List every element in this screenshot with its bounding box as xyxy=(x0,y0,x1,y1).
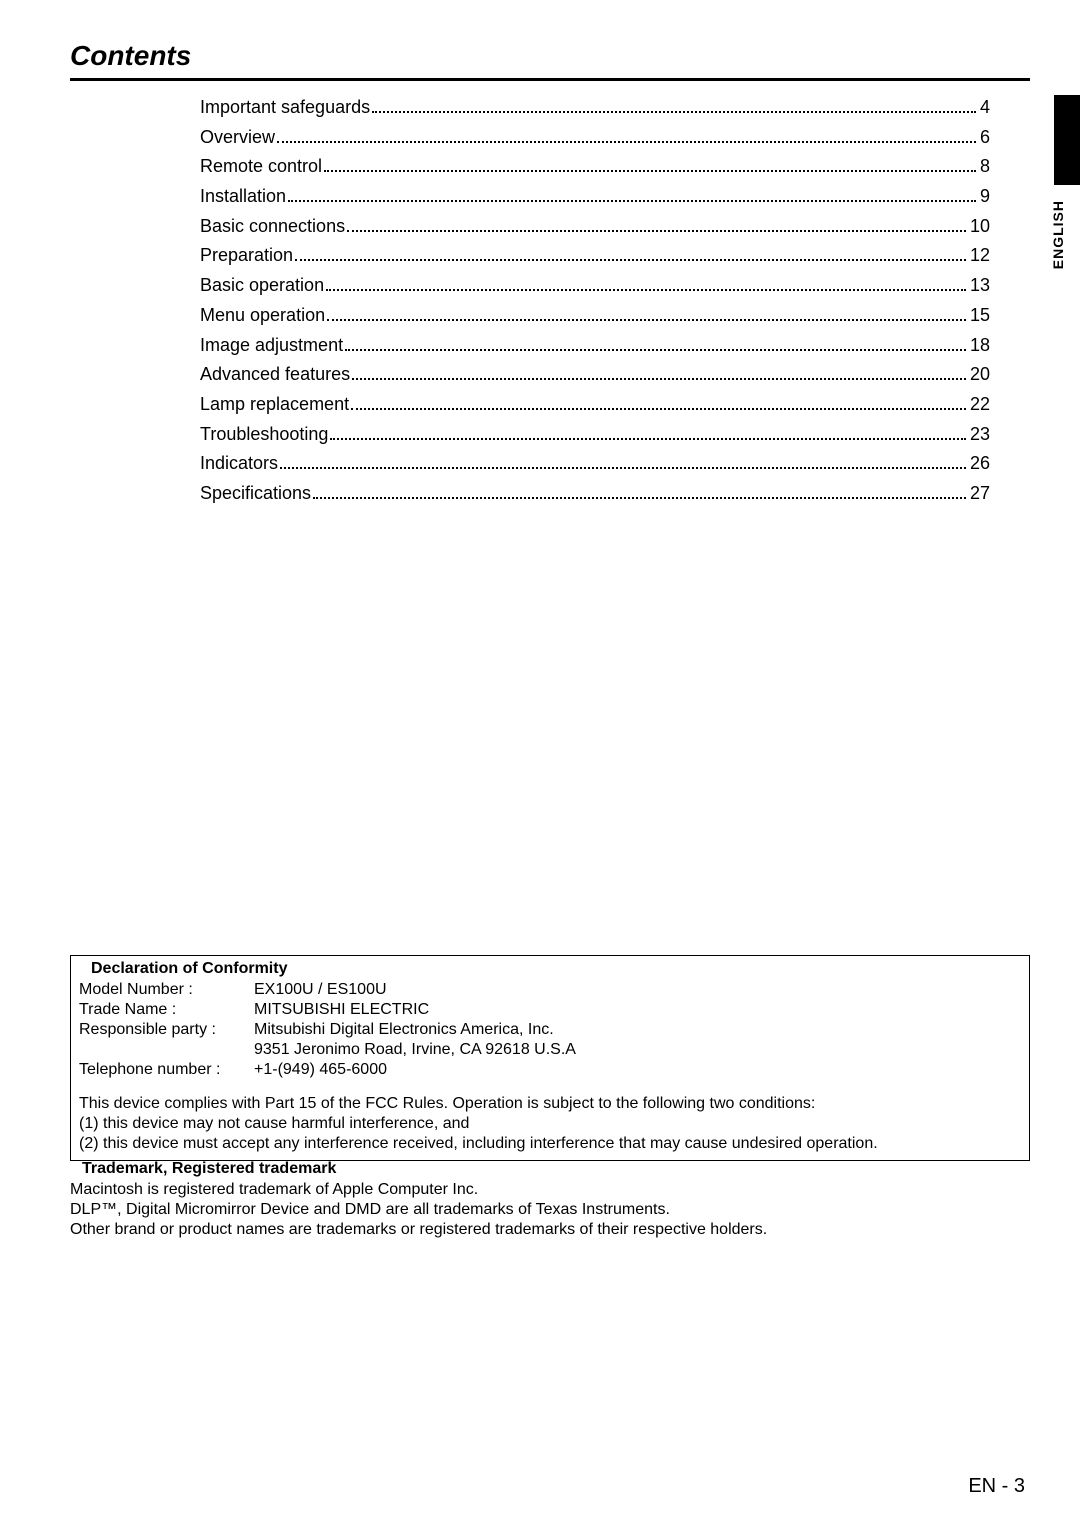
toc-label: Specifications xyxy=(200,479,311,509)
toc-leader-dots xyxy=(326,275,966,291)
toc-label: Basic connections xyxy=(200,212,345,242)
trademark-section: Trademark, Registered trademark Macintos… xyxy=(70,1160,1030,1240)
toc-label: Indicators xyxy=(200,449,278,479)
toc-leader-dots xyxy=(295,245,966,261)
declaration-value: 9351 Jeronimo Road, Irvine, CA 92618 U.S… xyxy=(254,1040,606,1060)
declaration-key: Model Number : xyxy=(79,980,254,1000)
trademark-line: DLP™, Digital Micromirror Device and DMD… xyxy=(70,1200,1030,1220)
toc-page: 22 xyxy=(970,390,990,420)
declaration-key: Trade Name : xyxy=(79,1000,254,1020)
declaration-row: Responsible party :Mitsubishi Digital El… xyxy=(79,1020,606,1040)
toc-row: Indicators 26 xyxy=(200,449,990,479)
toc-row: Basic operation 13 xyxy=(200,271,990,301)
toc-row: Advanced features 20 xyxy=(200,360,990,390)
declaration-row: Telephone number :+1-(949) 465-6000 xyxy=(79,1060,606,1080)
toc-page: 15 xyxy=(970,301,990,331)
toc-row: Preparation 12 xyxy=(200,241,990,271)
toc-page: 27 xyxy=(970,479,990,509)
toc-label: Remote control xyxy=(200,152,322,182)
toc-leader-dots xyxy=(313,483,966,499)
toc-label: Advanced features xyxy=(200,360,350,390)
toc-label: Troubleshooting xyxy=(200,420,328,450)
declaration-value: EX100U / ES100U xyxy=(254,980,606,1000)
toc-page: 23 xyxy=(970,420,990,450)
declaration-box: Declaration of Conformity Model Number :… xyxy=(70,955,1030,1161)
toc-leader-dots xyxy=(372,97,976,113)
table-of-contents: Important safeguards4Overview6Remote con… xyxy=(200,93,990,509)
toc-leader-dots xyxy=(327,305,966,321)
toc-row: Lamp replacement 22 xyxy=(200,390,990,420)
toc-leader-dots xyxy=(277,127,976,143)
toc-page: 10 xyxy=(970,212,990,242)
toc-leader-dots xyxy=(324,156,976,172)
toc-leader-dots xyxy=(347,216,966,232)
toc-leader-dots xyxy=(351,394,966,410)
declaration-heading: Declaration of Conformity xyxy=(91,960,1021,978)
declaration-row: Trade Name :MITSUBISHI ELECTRIC xyxy=(79,1000,606,1020)
toc-row: Installation 9 xyxy=(200,182,990,212)
declaration-value: MITSUBISHI ELECTRIC xyxy=(254,1000,606,1020)
toc-leader-dots xyxy=(352,364,966,380)
declaration-table: Model Number :EX100U / ES100UTrade Name … xyxy=(79,980,606,1080)
toc-page: 8 xyxy=(980,152,990,182)
declaration-key: Telephone number : xyxy=(79,1060,254,1080)
toc-page: 26 xyxy=(970,449,990,479)
toc-leader-dots xyxy=(280,453,966,469)
toc-row: Troubleshooting 23 xyxy=(200,420,990,450)
declaration-value: +1-(949) 465-6000 xyxy=(254,1060,606,1080)
toc-row: Menu operation 15 xyxy=(200,301,990,331)
toc-label: Image adjustment xyxy=(200,331,343,361)
declaration-key: Responsible party : xyxy=(79,1020,254,1040)
declaration-note-line: (1) this device may not cause harmful in… xyxy=(79,1114,1021,1134)
page-number: EN - 3 xyxy=(968,1475,1025,1498)
page-title: Contents xyxy=(70,40,1030,72)
language-tab-label: ENGLISH xyxy=(1050,200,1066,269)
title-rule xyxy=(70,78,1030,81)
toc-row: Remote control 8 xyxy=(200,152,990,182)
trademark-body: Macintosh is registered trademark of App… xyxy=(70,1180,1030,1240)
toc-page: 12 xyxy=(970,241,990,271)
declaration-key xyxy=(79,1040,254,1060)
toc-page: 6 xyxy=(980,123,990,153)
declaration-note-line: This device complies with Part 15 of the… xyxy=(79,1094,1021,1114)
toc-label: Lamp replacement xyxy=(200,390,349,420)
toc-label: Important safeguards xyxy=(200,93,370,123)
toc-page: 13 xyxy=(970,271,990,301)
toc-row: Important safeguards 4 xyxy=(200,93,990,123)
declaration-value: Mitsubishi Digital Electronics America, … xyxy=(254,1020,606,1040)
toc-label: Basic operation xyxy=(200,271,324,301)
toc-leader-dots xyxy=(330,423,966,439)
toc-label: Menu operation xyxy=(200,301,325,331)
declaration-note: This device complies with Part 15 of the… xyxy=(79,1094,1021,1154)
declaration-row: 9351 Jeronimo Road, Irvine, CA 92618 U.S… xyxy=(79,1040,606,1060)
toc-leader-dots xyxy=(345,334,966,350)
toc-row: Image adjustment 18 xyxy=(200,331,990,361)
toc-row: Specifications 27 xyxy=(200,479,990,509)
language-tab-marker xyxy=(1054,95,1080,185)
toc-row: Overview 6 xyxy=(200,123,990,153)
toc-page: 18 xyxy=(970,331,990,361)
trademark-line: Other brand or product names are tradema… xyxy=(70,1220,1030,1240)
declaration-note-line: (2) this device must accept any interfer… xyxy=(79,1134,1021,1154)
toc-label: Overview xyxy=(200,123,275,153)
declaration-row: Model Number :EX100U / ES100U xyxy=(79,980,606,1000)
toc-label: Installation xyxy=(200,182,286,212)
trademark-line: Macintosh is registered trademark of App… xyxy=(70,1180,1030,1200)
toc-page: 9 xyxy=(980,182,990,212)
trademark-heading: Trademark, Registered trademark xyxy=(82,1160,1030,1178)
toc-leader-dots xyxy=(288,186,976,202)
toc-row: Basic connections 10 xyxy=(200,212,990,242)
toc-label: Preparation xyxy=(200,241,293,271)
toc-page: 20 xyxy=(970,360,990,390)
toc-page: 4 xyxy=(980,93,990,123)
